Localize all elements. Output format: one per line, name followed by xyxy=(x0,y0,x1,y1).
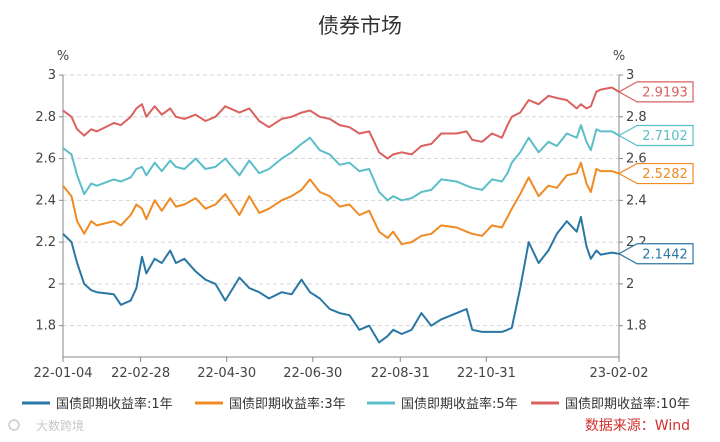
y-tick-label-left: 2.4 xyxy=(35,193,56,208)
watermark-logo-icon xyxy=(8,419,20,431)
data-source: 数据来源：Wind xyxy=(585,418,690,434)
y-tick-label-right: 2.6 xyxy=(626,152,647,167)
y-tick-label-right: 1.8 xyxy=(626,319,647,334)
legend-label: 国债即期收益率:1年 xyxy=(56,396,173,412)
y-tick-label-left: 1.8 xyxy=(35,319,56,334)
last-value-text: 2.9193 xyxy=(642,85,688,100)
legend: 国债即期收益率:1年 国债即期收益率:3年 国债即期收益率:5年 国债即期收益率:10… xyxy=(22,396,690,412)
last-value-callout: 2.7102 xyxy=(617,124,694,147)
y-tick-label-right: 2 xyxy=(626,277,634,292)
series-line xyxy=(62,216,620,344)
legend-label: 国债即期收益率:5年 xyxy=(401,396,518,412)
y-tick-label-right: 2.8 xyxy=(626,110,647,125)
x-tick-label: 22-10-31 xyxy=(457,366,516,381)
x-tick-label: 23-02-02 xyxy=(589,366,648,381)
last-value-text: 2.5282 xyxy=(642,167,688,182)
y-tick-label-left: 3 xyxy=(48,68,56,83)
y-tick-label-right: 2.4 xyxy=(626,193,647,208)
right-axis-unit: % xyxy=(613,49,625,64)
x-tick-label: 22-08-31 xyxy=(371,366,430,381)
series-line xyxy=(62,86,620,160)
y-tick-label-left: 2.2 xyxy=(35,235,56,250)
y-tick-label-left: 2.8 xyxy=(35,110,56,125)
last-value-callout: 2.9193 xyxy=(617,81,694,103)
watermark: 大数跨境 xyxy=(8,418,84,433)
axes: 1.8 1.82 22.2 2.22.4 2.42.6 2.62.8 2.83 322-01-… xyxy=(33,68,648,381)
x-tick-label: 22-02-28 xyxy=(111,366,170,381)
last-value-box xyxy=(617,124,694,147)
x-tick-label: 22-04-30 xyxy=(197,366,256,381)
last-value-text: 2.1442 xyxy=(642,247,688,262)
series-lines xyxy=(62,86,620,344)
y-tick-label-left: 2 xyxy=(48,277,56,292)
series-line xyxy=(62,161,620,246)
x-tick-label: 22-01-04 xyxy=(33,366,92,381)
last-value-labels: 2.1442 2.5282 2.7102 2.9193 xyxy=(617,81,694,265)
x-tick-label: 22-06-30 xyxy=(283,366,342,381)
chart-title: 债券市场 xyxy=(318,14,402,38)
last-value-box xyxy=(617,81,694,103)
legend-label: 国债即期收益率:10年 xyxy=(565,396,690,412)
y-tick-label-left: 2.6 xyxy=(35,152,56,167)
series-line xyxy=(62,124,620,202)
last-value-callout: 2.1442 xyxy=(617,243,694,265)
last-value-box xyxy=(617,243,694,265)
last-value-callout: 2.5282 xyxy=(617,162,694,185)
left-axis-unit: % xyxy=(57,49,69,64)
grid-lines xyxy=(63,74,619,327)
watermark-text: 大数跨境 xyxy=(36,418,84,433)
y-tick-label-right: 3 xyxy=(626,68,634,83)
last-value-text: 2.7102 xyxy=(642,129,688,144)
last-value-box xyxy=(617,162,694,185)
legend-label: 国债即期收益率:3年 xyxy=(229,396,346,412)
